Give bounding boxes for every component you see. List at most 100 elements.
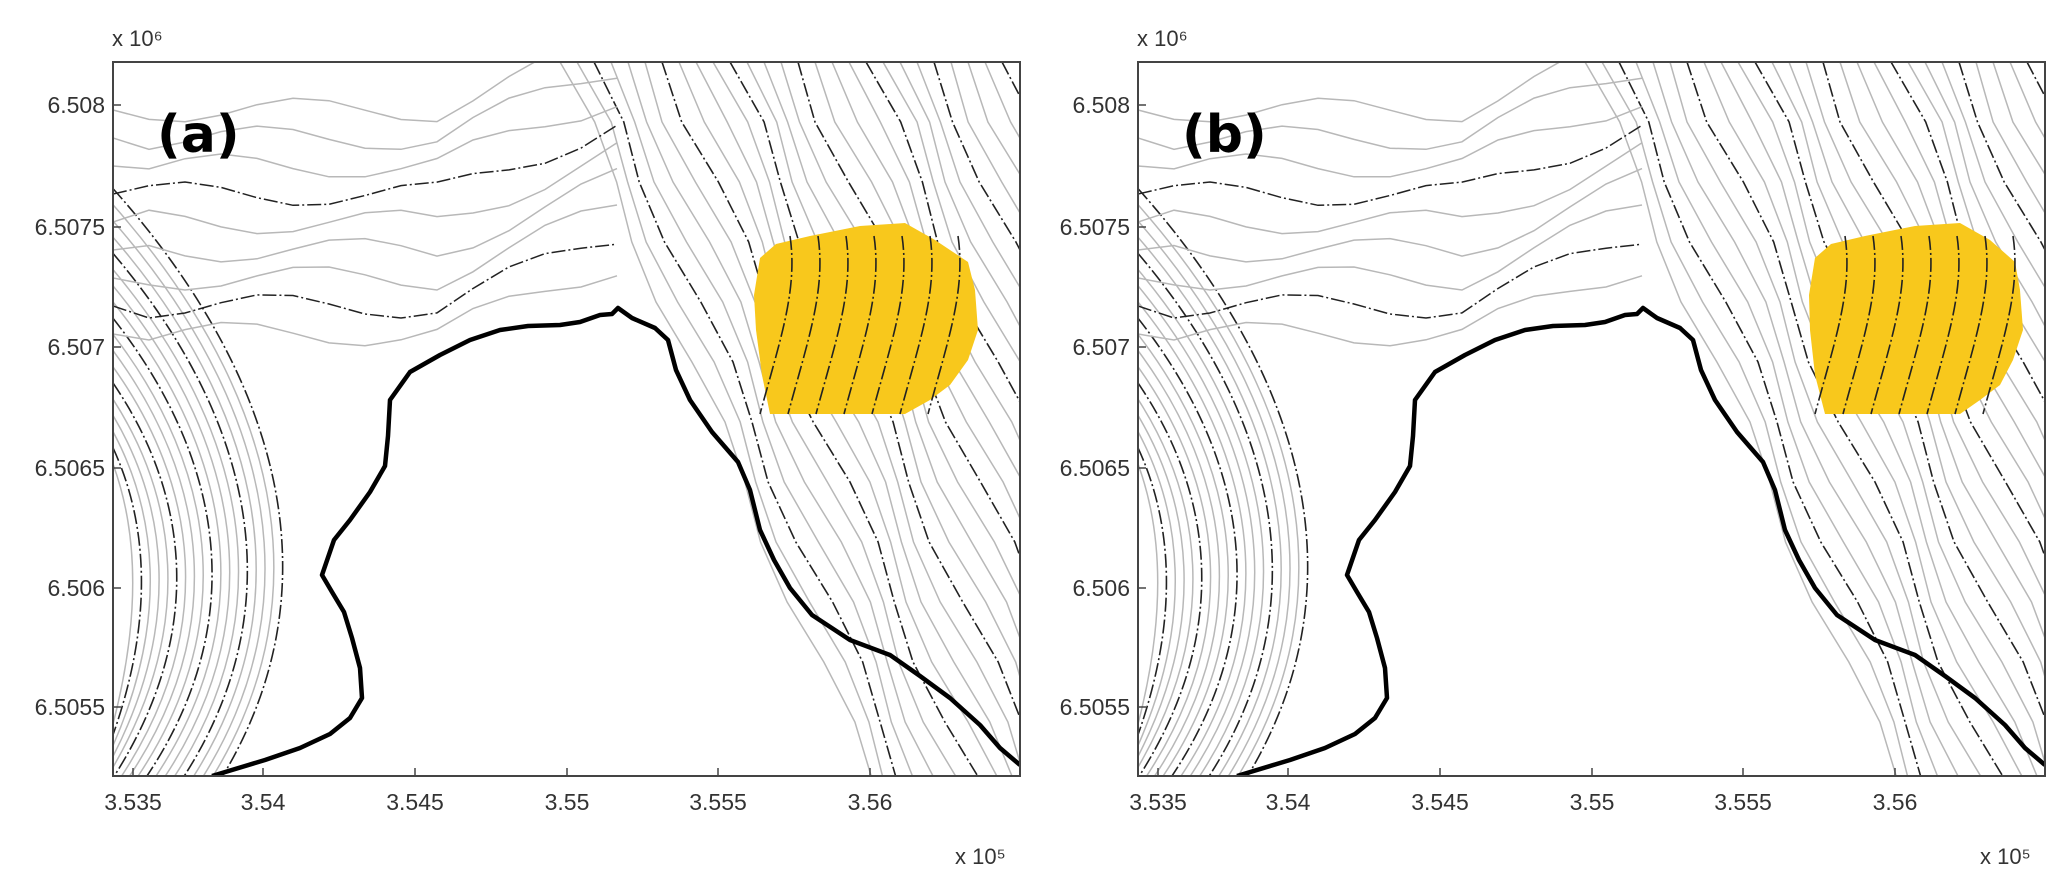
contour-line	[576, 62, 884, 776]
contour-line	[871, 235, 905, 415]
contour-lines	[1138, 62, 2045, 776]
contour-line	[780, 62, 1020, 597]
y-tick-label: 6.5065	[1060, 455, 1130, 481]
contour-line	[1138, 398, 1194, 768]
contour-line	[797, 62, 1020, 559]
contour-line	[1898, 235, 1932, 415]
x-tick-label: 3.56	[848, 789, 893, 815]
contour-line	[1138, 269, 1265, 776]
contour-line	[113, 204, 618, 291]
contour-line	[1856, 62, 2045, 479]
contour-line	[1890, 62, 2045, 404]
x-axis: 3.535 3.54 3.545 3.55 3.555 3.56	[104, 768, 892, 815]
plot-area	[1138, 62, 2045, 776]
contour-line	[1618, 62, 1922, 776]
coastline	[1236, 305, 2045, 776]
contour-line	[1138, 333, 1229, 776]
contour-line	[1822, 62, 2045, 559]
contour-line	[1926, 235, 1960, 415]
contour-line	[1138, 431, 1176, 746]
contour-line	[729, 62, 1020, 720]
y-tick-label: 6.507	[47, 334, 105, 360]
contour-line	[113, 317, 213, 776]
contour-line	[113, 275, 618, 347]
contour-line	[113, 463, 134, 725]
y-tick-label: 6.506	[47, 575, 105, 601]
y-exponent-label: x 10⁶	[1137, 26, 1188, 51]
y-tick-label: 6.508	[47, 92, 105, 118]
highlight-region	[1809, 223, 2023, 414]
contour-line	[1805, 62, 2045, 597]
x-tick-label: 3.555	[1714, 789, 1772, 815]
contour-line	[1138, 124, 1643, 207]
contour-line	[113, 124, 618, 207]
contour-line	[1754, 62, 2045, 720]
y-axis: 6.508 6.5075 6.507 6.5065 6.506 6.5055	[1060, 92, 1146, 720]
contour-line	[1138, 220, 1291, 776]
contour-line	[113, 382, 178, 776]
contour-line	[1138, 167, 1643, 263]
contour-line	[113, 220, 266, 776]
contour-line	[1138, 188, 1309, 776]
highlight-region	[754, 223, 978, 414]
x-axis: 3.535 3.54 3.545 3.55 3.555 3.56	[1129, 768, 1917, 815]
y-tick-label: 6.5055	[35, 694, 105, 720]
map-panel-b: 6.508 6.5075 6.507 6.5065 6.506 6.5055 3.535 3…	[1025, 0, 2055, 884]
contour-line	[759, 235, 793, 415]
y-tick-label: 6.508	[1072, 92, 1130, 118]
contour-line	[1737, 62, 2045, 766]
contour-line	[1138, 415, 1185, 757]
contour-line	[1138, 106, 1643, 178]
x-tick-label: 3.54	[1266, 789, 1311, 815]
contour-line	[1720, 62, 2038, 776]
y-axis: 6.508 6.5075 6.507 6.5065 6.506 6.5055	[35, 92, 121, 720]
contour-line	[899, 235, 933, 415]
x-exponent-label: x 10⁵	[955, 844, 1006, 869]
contour-line	[933, 62, 1020, 252]
contour-line	[1138, 243, 1643, 319]
contour-line	[712, 62, 1020, 766]
contour-line	[831, 62, 1020, 479]
contour-line	[113, 269, 240, 776]
contour-line	[1870, 235, 1904, 415]
contour-line	[695, 62, 1013, 776]
contour-line	[1907, 62, 2045, 364]
contour-line	[1703, 62, 2023, 776]
contour-line	[1924, 62, 2045, 328]
contour-line	[1873, 62, 2045, 443]
contour-line	[1584, 62, 1897, 776]
contour-line	[1601, 62, 1909, 776]
x-tick-label: 3.555	[689, 789, 747, 815]
contour-line	[1138, 275, 1643, 347]
contour-line	[1635, 62, 1939, 776]
y-tick-label: 6.5055	[1060, 694, 1130, 720]
contour-line	[1958, 62, 2045, 252]
contour-line	[559, 62, 872, 776]
y-exponent-label: x 10⁶	[112, 26, 163, 51]
x-tick-label: 3.535	[1129, 789, 1187, 815]
contour-line	[899, 62, 1020, 328]
contour-line	[927, 235, 961, 415]
contour-line	[1138, 317, 1238, 776]
contour-line	[763, 62, 1020, 641]
contour-line	[1982, 235, 2016, 415]
contour-line	[113, 285, 231, 776]
x-exponent-label: x 10⁵	[1980, 844, 2031, 869]
contour-line	[1138, 301, 1247, 776]
contour-line	[1941, 62, 2045, 289]
contour-line	[1138, 236, 1282, 776]
contour-line	[814, 62, 1020, 521]
contour-line	[1138, 382, 1203, 776]
contour-line	[113, 106, 618, 178]
x-tick-label: 3.545	[1411, 789, 1469, 815]
contour-line	[1839, 62, 2045, 521]
y-tick-label: 6.5075	[1060, 214, 1130, 240]
contour-line	[1954, 235, 1988, 415]
contour-line	[610, 62, 914, 776]
contour-line	[1686, 62, 2004, 776]
contour-line	[113, 188, 284, 776]
contour-line	[1842, 235, 1876, 415]
contour-line	[1138, 350, 1221, 776]
